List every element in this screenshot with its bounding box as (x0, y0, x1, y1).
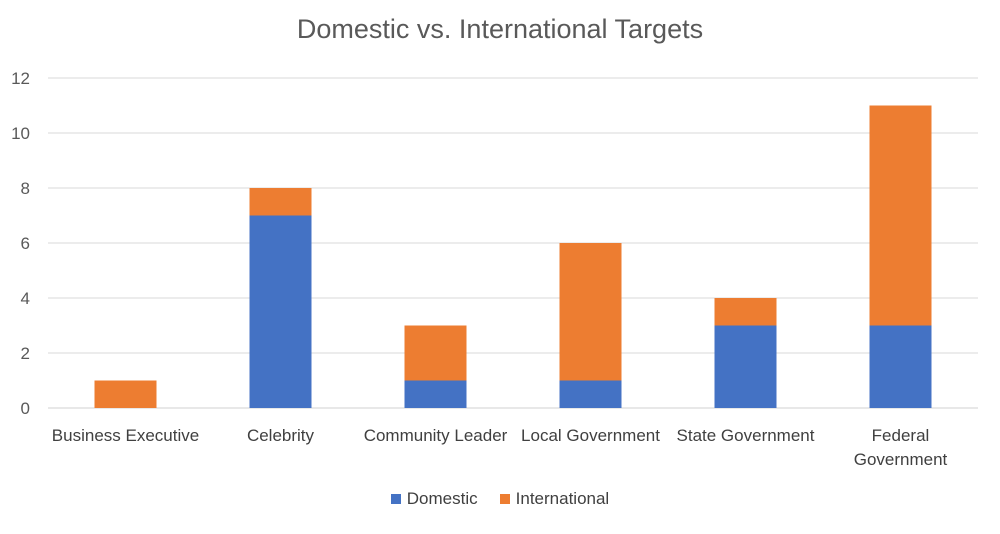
bar-international-2 (404, 325, 467, 381)
x-tick-label-1: Celebrity (247, 426, 315, 445)
y-tick-label-10: 10 (11, 124, 30, 143)
y-tick-label-12: 12 (11, 69, 30, 88)
legend-label-international: International (515, 489, 610, 508)
legend-swatch-domestic (390, 494, 401, 504)
legend-item-domestic: Domestic (390, 489, 478, 509)
legend-item-international: International (499, 489, 610, 509)
bar-international-4 (714, 298, 777, 326)
x-tick-label-5: Federal Government (854, 426, 948, 469)
y-tick-label-2: 2 (21, 344, 30, 363)
y-tick-label-0: 0 (21, 399, 30, 418)
y-tick-label-8: 8 (21, 179, 30, 198)
y-tick-label-4: 4 (21, 289, 30, 308)
legend-swatch-international (499, 494, 510, 504)
legend: Domestic International (0, 489, 1000, 509)
chart-title: Domestic vs. International Targets (296, 14, 704, 44)
bar-international-0 (94, 380, 157, 408)
bar-international-5 (869, 105, 932, 326)
bar-domestic-3 (559, 380, 622, 408)
bar-domestic-4 (714, 325, 777, 408)
bar-international-3 (559, 243, 622, 381)
bar-domestic-2 (404, 380, 467, 408)
bar-domestic-5 (869, 325, 932, 408)
y-tick-label-6: 6 (21, 234, 30, 253)
bar-domestic-1 (249, 215, 312, 408)
x-tick-label-3: Local Government (521, 426, 660, 445)
x-tick-label-2: Community Leader (364, 426, 508, 445)
x-tick-label-4: State Government (677, 426, 815, 445)
x-tick-label-0: Business Executive (52, 426, 199, 445)
bar-international-1 (249, 188, 312, 216)
legend-label-domestic: Domestic (406, 489, 478, 508)
